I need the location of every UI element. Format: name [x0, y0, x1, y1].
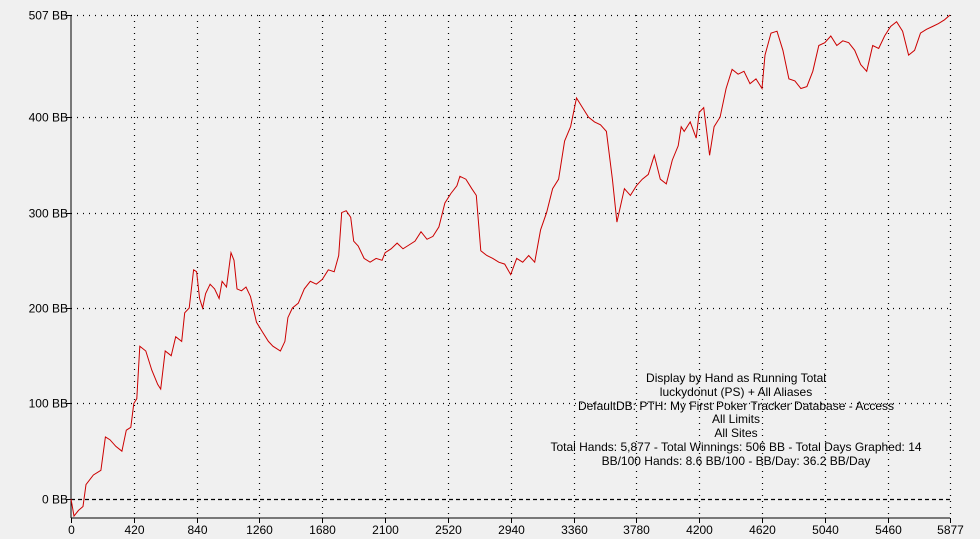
x-tick-label: 5877 [937, 523, 964, 537]
x-tick-label: 5040 [812, 523, 839, 537]
y-tick-label: 300 BB [29, 207, 68, 221]
running-total-line [70, 14, 951, 518]
x-tick-label: 4200 [686, 523, 713, 537]
info-line-display: Display by Hand as Running Total [646, 371, 826, 385]
info-line-totals: Total Hands: 5,877 - Total Winnings: 506… [550, 440, 921, 454]
x-tick-label: 3780 [623, 523, 650, 537]
x-tick-label: 0 [68, 523, 75, 537]
x-tick-label: 3360 [561, 523, 588, 537]
info-line-database: DefaultDB: PTH: My First Poker Tracker D… [578, 399, 894, 413]
y-axis-ticks: 507 BB 400 BB 300 BB 200 BB 100 BB 0 BB [29, 9, 71, 507]
x-tick-label: 4620 [749, 523, 776, 537]
y-tick-label: 0 BB [42, 493, 68, 507]
x-tick-label: 1680 [309, 523, 336, 537]
x-tick-label: 420 [124, 523, 144, 537]
x-tick-label: 5460 [875, 523, 902, 537]
plot-background [71, 15, 950, 518]
y-tick-label: 400 BB [29, 111, 68, 125]
x-tick-label: 1260 [246, 523, 273, 537]
info-line-player: luckydonut (PS) + All Aliases [660, 385, 812, 399]
info-line-limits: All Limits [712, 412, 760, 426]
y-tick-label: 507 BB [29, 9, 68, 23]
info-line-sites: All Sites [714, 426, 757, 440]
x-tick-label: 2100 [372, 523, 399, 537]
summary-info: Display by Hand as Running Total luckydo… [550, 371, 921, 468]
x-tick-label: 840 [187, 523, 207, 537]
y-tick-label: 200 BB [29, 302, 68, 316]
y-tick-label: 100 BB [29, 397, 68, 411]
x-tick-label: 2940 [498, 523, 525, 537]
grid-lines [71, 14, 952, 518]
x-axis-ticks: 0 420 840 1260 1680 2100 2520 2940 3360 3780 4200 4… [68, 518, 964, 537]
info-line-rates: BB/100 Hands: 8.6 BB/100 - BB/Day: 36.2 … [602, 454, 871, 468]
x-tick-label: 2520 [435, 523, 462, 537]
